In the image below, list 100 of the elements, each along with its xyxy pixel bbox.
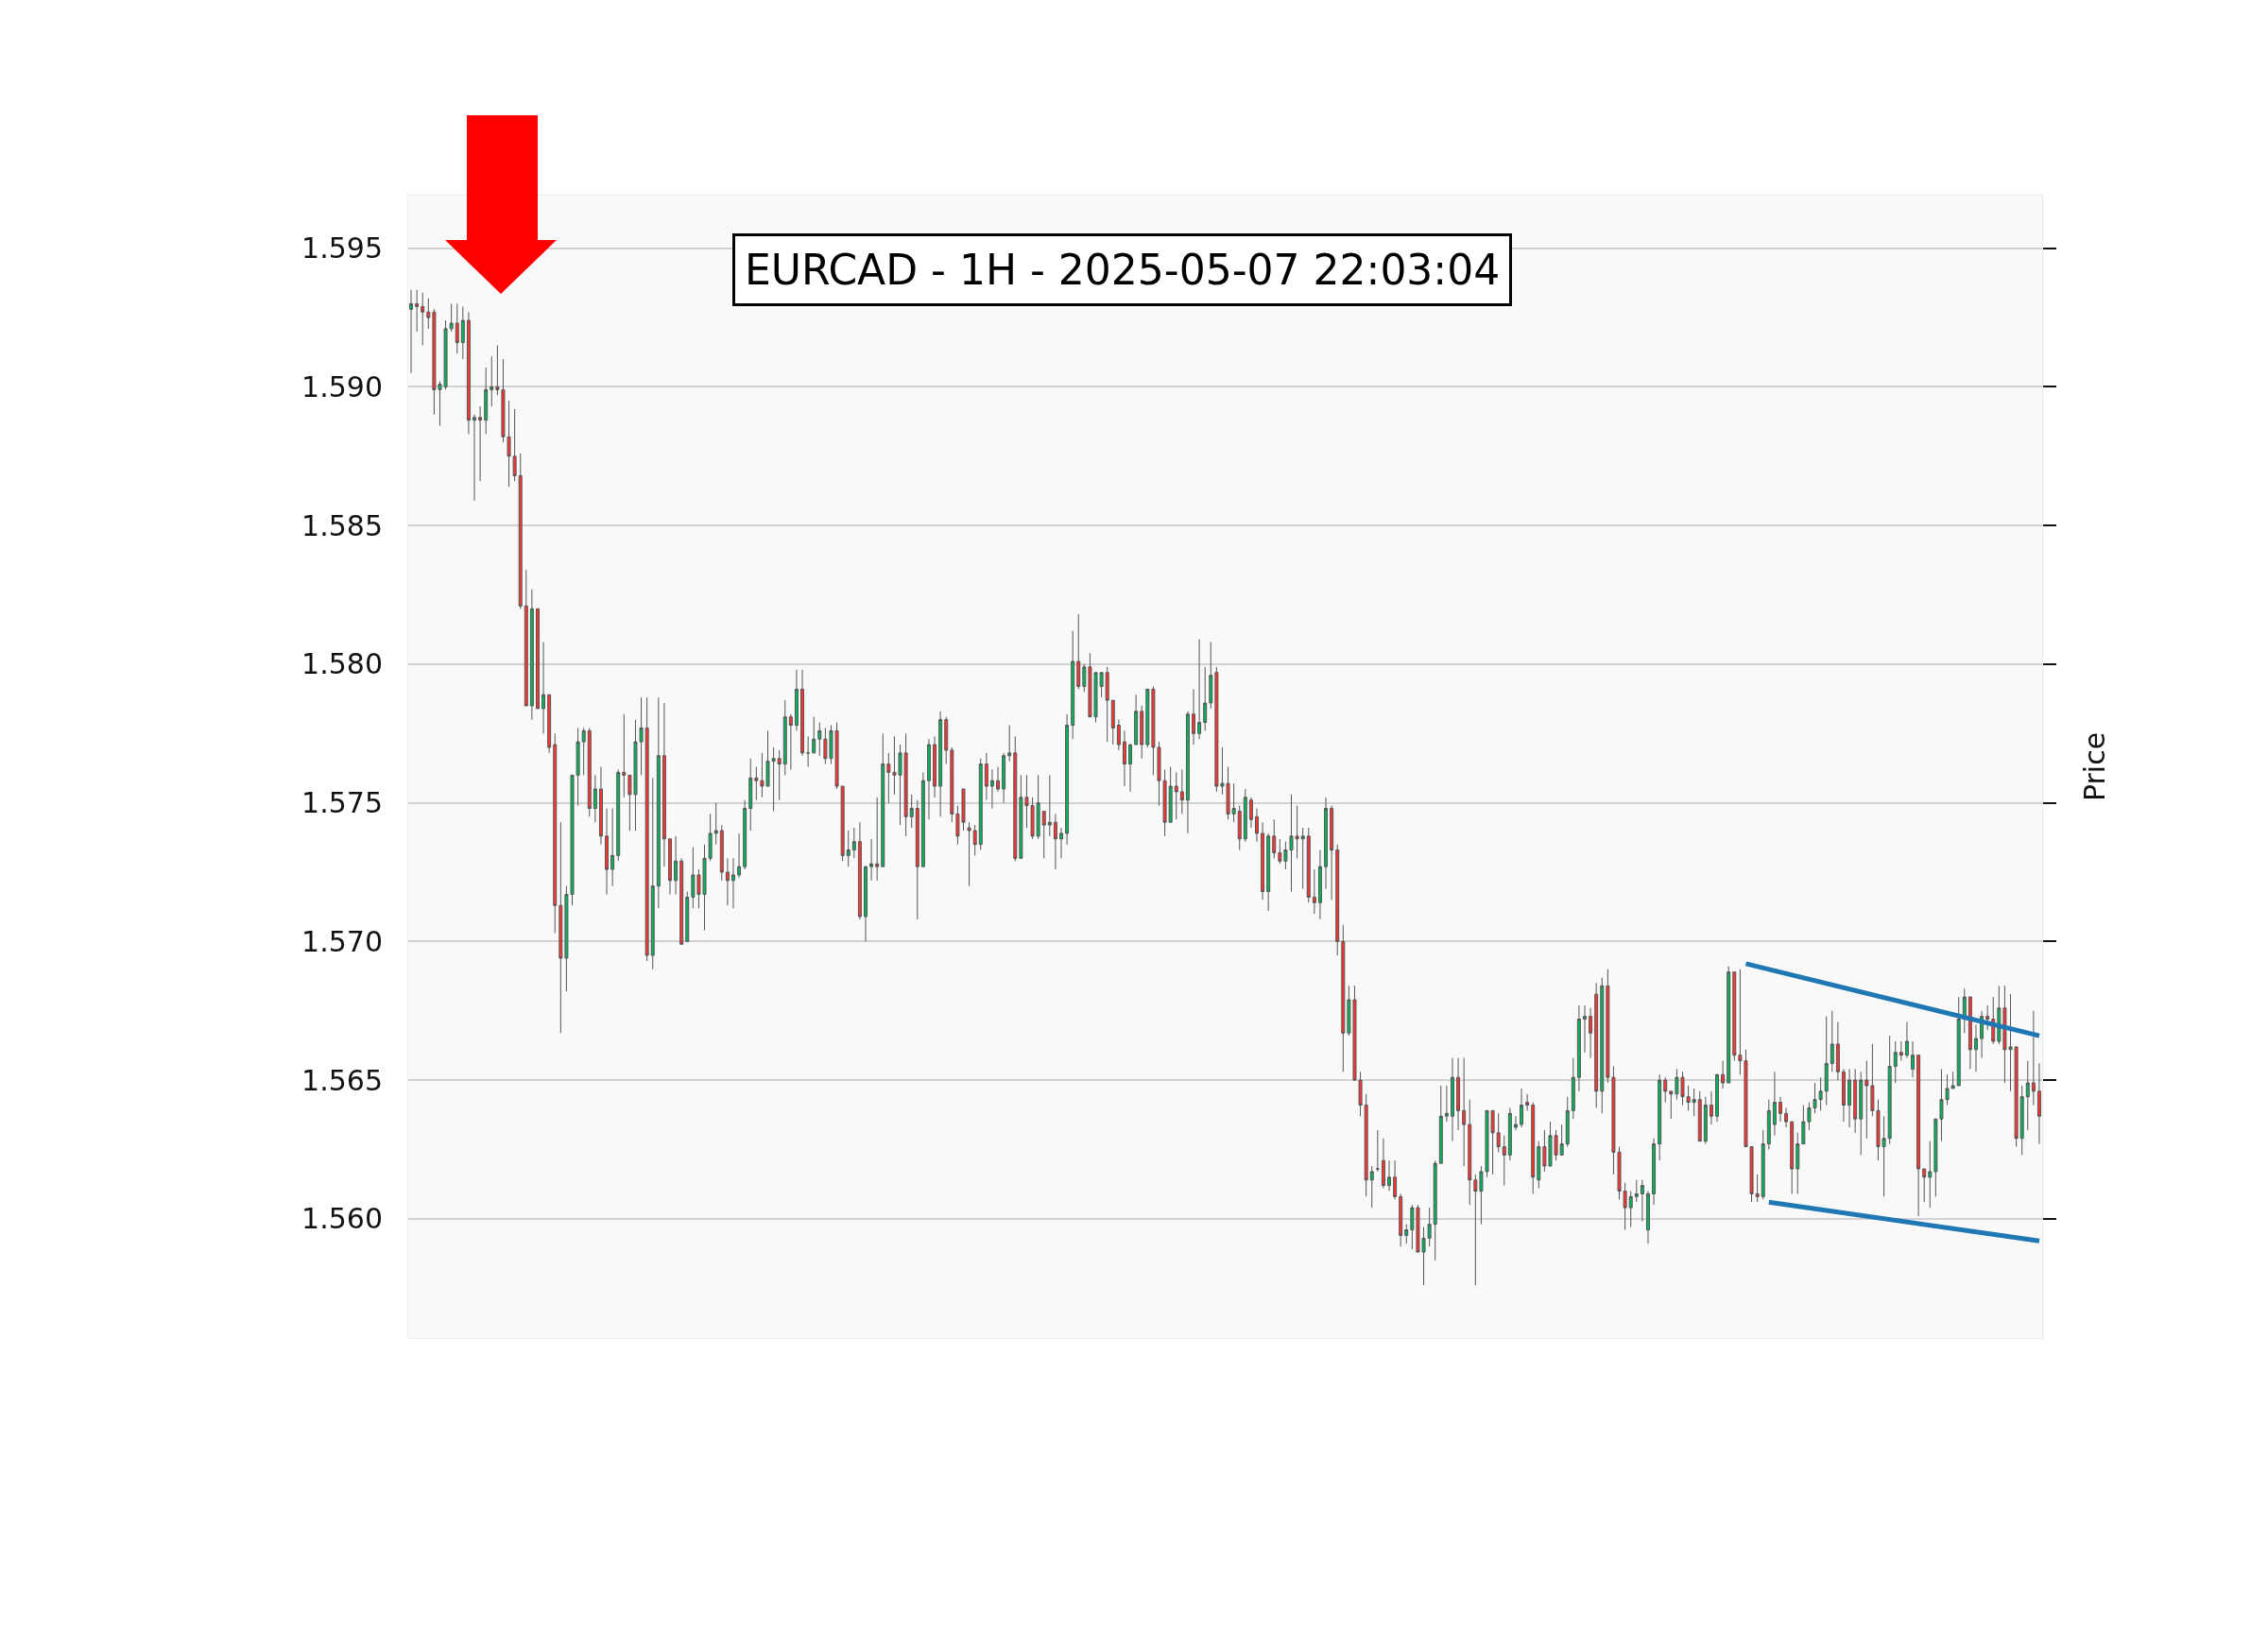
candlestick xyxy=(1692,1088,1696,1117)
candlestick xyxy=(719,824,724,882)
candlestick xyxy=(1502,1135,1506,1187)
candlestick xyxy=(656,696,661,909)
candlestick xyxy=(1341,924,1346,1072)
candlestick xyxy=(1974,1023,1978,1072)
y-tick-label: 1.560 xyxy=(301,1202,383,1236)
candlestick xyxy=(2031,1010,2036,1106)
candlestick xyxy=(817,722,822,757)
candlestick xyxy=(1013,735,1018,862)
candlestick xyxy=(455,302,459,354)
candlestick xyxy=(605,808,610,895)
candlestick xyxy=(1134,694,1139,746)
candlestick xyxy=(920,771,925,867)
candlestick xyxy=(1824,1016,1829,1106)
candlestick xyxy=(598,766,603,846)
candlestick xyxy=(1317,849,1322,920)
candlestick xyxy=(644,696,649,962)
candlestick xyxy=(1306,827,1311,903)
y-tick-label: 1.595 xyxy=(301,232,383,266)
candlestick xyxy=(1312,868,1316,915)
candlestick xyxy=(1369,1165,1374,1209)
candlestick xyxy=(1272,818,1277,859)
candlestick xyxy=(1956,996,1961,1087)
candlestick xyxy=(743,799,747,870)
candlestick xyxy=(1721,1060,1726,1090)
candlestick xyxy=(541,641,546,734)
candlestick xyxy=(989,768,994,810)
candlestick xyxy=(978,758,983,851)
candlestick xyxy=(812,716,816,754)
candlestick xyxy=(1438,1085,1443,1164)
candlestick xyxy=(1278,838,1282,865)
candlestick xyxy=(553,732,558,935)
candlestick xyxy=(1525,1093,1530,1111)
candlestick xyxy=(1887,1035,1892,1145)
candlestick xyxy=(1036,774,1040,840)
candlestick xyxy=(1847,1068,1852,1128)
candlestick xyxy=(713,802,718,846)
candlestick xyxy=(933,735,937,798)
candlestick xyxy=(1168,766,1173,823)
y-axis-title: Price xyxy=(2077,731,2111,802)
candlestick xyxy=(490,355,494,407)
candlestick xyxy=(472,414,476,502)
candlestick xyxy=(1456,1057,1461,1131)
candlestick xyxy=(616,768,621,862)
candlestick xyxy=(484,367,489,435)
candlestick xyxy=(1669,1090,1674,1120)
candlestick xyxy=(782,699,787,776)
y-tick-label: 1.565 xyxy=(301,1063,383,1097)
candlestick xyxy=(1904,1021,1909,1059)
candlestick xyxy=(1520,1088,1524,1128)
candlestick xyxy=(1859,1071,1864,1156)
candlestick xyxy=(1110,699,1115,746)
candlestick xyxy=(1254,808,1259,843)
candlestick xyxy=(1772,1071,1777,1137)
candlestick xyxy=(1916,1055,1921,1217)
candlestick xyxy=(1324,797,1329,890)
candlestick xyxy=(1433,1159,1437,1261)
candlestick xyxy=(668,838,672,895)
candlestick xyxy=(1243,788,1247,843)
candlestick xyxy=(1330,805,1334,901)
candlestick xyxy=(685,891,690,942)
candlestick xyxy=(1715,1073,1720,1123)
candlestick xyxy=(851,827,856,859)
candlestick xyxy=(466,311,471,435)
text: EURCAD - 1H - 2025-05-07 22:03:04 xyxy=(745,246,1501,294)
candlestick xyxy=(421,292,425,346)
candlestick xyxy=(950,746,954,823)
candlestick xyxy=(1179,768,1184,815)
candlestick xyxy=(1266,832,1271,912)
candlestick xyxy=(1922,1168,1927,1203)
candlestick xyxy=(1600,977,1605,1114)
candlestick xyxy=(1853,1068,1858,1134)
candlestick xyxy=(1559,1124,1564,1156)
candlestick xyxy=(869,838,874,882)
candlestick xyxy=(1300,827,1305,890)
candlestick xyxy=(426,298,431,330)
candlestick xyxy=(610,808,615,887)
candlestick xyxy=(1248,797,1253,829)
candlestick xyxy=(2019,1085,2024,1156)
candlestick xyxy=(593,774,597,823)
candlestick xyxy=(1381,1138,1385,1190)
candlestick xyxy=(737,832,742,879)
candlestick xyxy=(926,738,931,820)
candlestick xyxy=(1841,1068,1846,1123)
candlestick xyxy=(1059,827,1063,859)
candlestick xyxy=(1801,1105,1806,1145)
candlestick xyxy=(1192,688,1196,746)
candlestick xyxy=(1444,1085,1449,1123)
candlestick xyxy=(478,405,483,482)
candlestick xyxy=(415,289,420,333)
candlestick xyxy=(875,797,880,882)
y-tick-label: 1.575 xyxy=(301,786,383,820)
candlestick xyxy=(1375,1129,1380,1173)
candlestick xyxy=(725,857,730,906)
candlestick xyxy=(1835,1021,1840,1081)
candlestick xyxy=(1755,1174,1760,1203)
candlestick xyxy=(535,608,540,710)
candlestick xyxy=(1790,1121,1795,1194)
candlestick xyxy=(1985,1004,1990,1031)
